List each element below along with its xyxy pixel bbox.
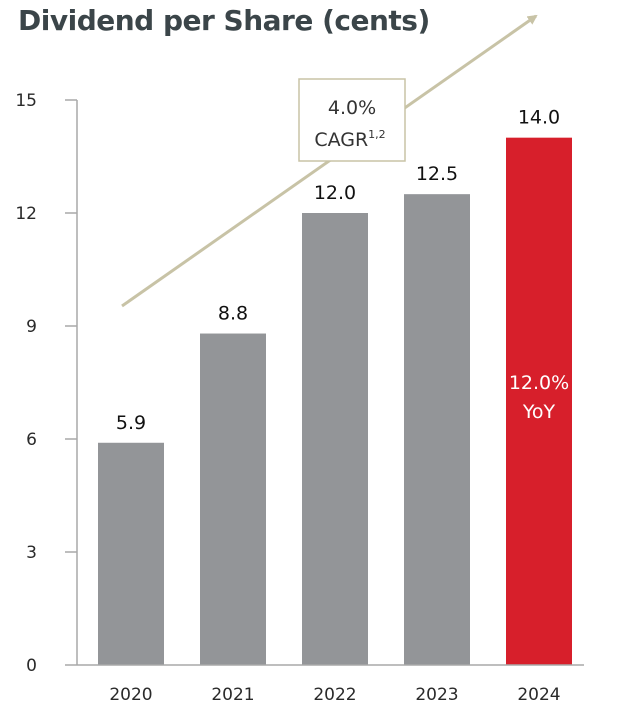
bar-2021 xyxy=(200,333,266,665)
value-label-2021: 8.8 xyxy=(218,303,248,325)
cagr-label: CAGR1,2 xyxy=(314,128,385,151)
y-tick-label: 6 xyxy=(26,430,37,450)
y-axis: 0 3 6 9 12 15 xyxy=(15,91,78,676)
x-tick-label-2020: 2020 xyxy=(109,685,152,705)
value-label-2022: 12.0 xyxy=(314,182,356,204)
cagr-label-main: CAGR xyxy=(314,129,368,151)
y-tick-label: 12 xyxy=(15,204,37,224)
x-axis: 2020 2021 2022 2023 2024 xyxy=(77,664,584,705)
bar-2023 xyxy=(404,194,470,665)
x-tick-label-2024: 2024 xyxy=(517,685,560,705)
value-label-2020: 5.9 xyxy=(116,412,146,434)
chart-title: Dividend per Share (cents) xyxy=(18,4,430,37)
cagr-annotation: 4.0% CAGR1,2 xyxy=(298,78,406,162)
y-tick-label: 15 xyxy=(15,91,37,111)
bar-2022 xyxy=(302,213,368,665)
cagr-percent: 4.0% xyxy=(328,97,376,119)
yoy-label: YoY xyxy=(522,401,556,423)
value-label-2023: 12.5 xyxy=(416,163,458,185)
y-tick-label: 0 xyxy=(26,656,37,676)
y-tick-label: 3 xyxy=(26,543,37,563)
x-tick-label-2021: 2021 xyxy=(211,685,254,705)
bar-2020 xyxy=(98,442,164,665)
x-tick-label-2022: 2022 xyxy=(313,685,356,705)
yoy-percent-label: 12.0% xyxy=(509,372,569,394)
cagr-box-border xyxy=(298,78,406,162)
x-tick-label-2023: 2023 xyxy=(415,685,458,705)
bars: 5.9 8.8 12.0 12.5 14.0 12.0% YoY xyxy=(98,107,572,665)
y-tick-label: 9 xyxy=(26,317,37,337)
cagr-label-sup: 1,2 xyxy=(368,128,386,141)
bar-2024 xyxy=(506,137,572,665)
value-label-2024: 14.0 xyxy=(518,107,560,129)
